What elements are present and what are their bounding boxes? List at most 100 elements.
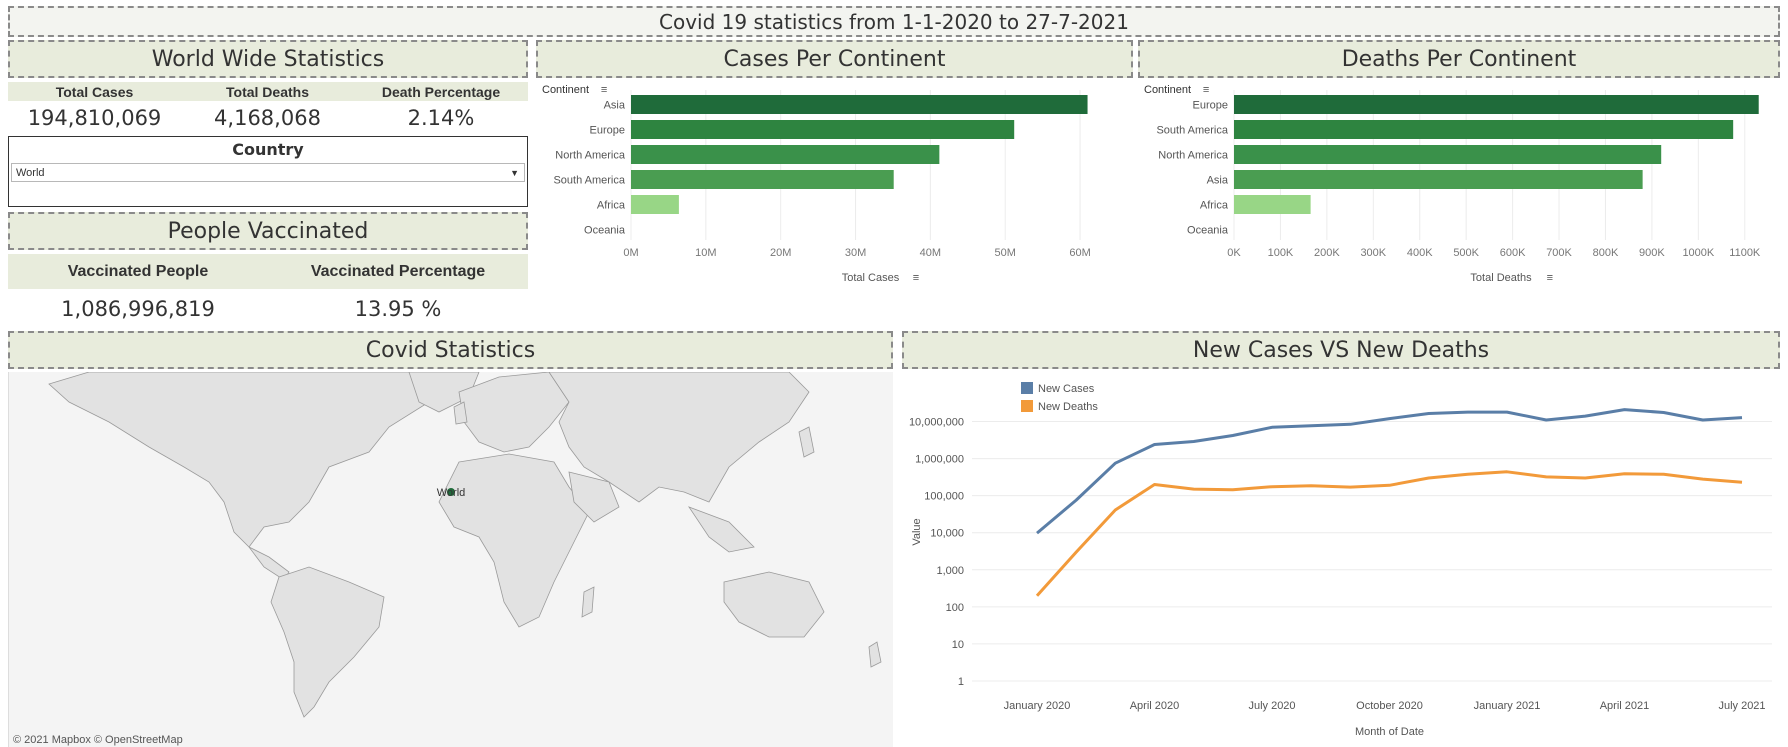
cases-x-tick-label: 20M — [770, 247, 791, 259]
world-stats-value-row: 194,810,069 4,168,068 2.14% — [8, 103, 528, 133]
deaths-x-tick-label: 900K — [1639, 247, 1665, 259]
deaths-category-label: Asia — [1207, 175, 1229, 187]
y-tick-label: 100,000 — [924, 491, 964, 503]
sort-icon[interactable]: ≡ — [601, 84, 607, 96]
cases-bar-africa[interactable] — [631, 195, 679, 214]
greenland-shape — [408, 372, 480, 413]
sort-icon[interactable]: ≡ — [1547, 272, 1553, 284]
x-tick-label: April 2020 — [1130, 700, 1180, 712]
deaths-category-label: Europe — [1193, 100, 1228, 112]
deaths-x-tick-label: 0K — [1227, 247, 1241, 259]
deaths-category-label: South America — [1156, 125, 1228, 137]
deaths-bar-africa[interactable] — [1234, 195, 1311, 214]
covid-statistics-title: Covid Statistics — [8, 331, 893, 369]
series-line-new-deaths[interactable] — [1035, 470, 1743, 597]
cases-x-tick-label: 0M — [623, 247, 638, 259]
deaths-x-tick-label: 200K — [1314, 247, 1340, 259]
world-marker[interactable] — [447, 488, 455, 496]
y-tick-label: 10,000,000 — [909, 417, 964, 429]
cases-bar-north-america[interactable] — [631, 145, 940, 164]
country-select[interactable]: World ▼ — [11, 163, 525, 182]
cases-bar-south-america[interactable] — [631, 170, 894, 189]
new-cases-vs-deaths-chart: New Cases New Deaths 1 10 100 1,000 10,000 100,… — [909, 382, 1772, 738]
deaths-x-tick-label: 100K — [1268, 247, 1294, 259]
y-tick-label: 10,000 — [930, 528, 964, 540]
total-deaths-value: 4,168,068 — [214, 106, 321, 130]
legend-new-deaths-swatch — [1021, 400, 1033, 412]
x-tick-label: January 2020 — [1004, 700, 1071, 712]
legend-new-cases-swatch — [1021, 382, 1033, 394]
uk-shape — [453, 401, 468, 425]
vaccinated-percentage-header: Vaccinated Percentage — [310, 262, 486, 280]
south-america-shape — [270, 566, 385, 718]
world-map[interactable]: World © 2021 Mapbox © OpenStreetMap — [8, 372, 893, 747]
x-tick-label: July 2020 — [1248, 700, 1295, 712]
total-cases-value: 194,810,069 — [27, 106, 162, 130]
map-attribution: © 2021 Mapbox © OpenStreetMap — [13, 734, 183, 746]
world-stats-header-row: Total Cases Total Deaths Death Percentag… — [8, 82, 528, 101]
total-deaths-header: Total Deaths — [226, 83, 309, 100]
x-tick-label: April 2021 — [1600, 700, 1650, 712]
asia-shape — [548, 372, 810, 503]
y-tick-label: 1 — [958, 676, 964, 688]
deaths-bar-europe[interactable] — [1234, 95, 1759, 114]
cases-x-tick-label: 10M — [695, 247, 716, 259]
deaths-category-label: North America — [1158, 150, 1229, 162]
cases-category-label: Asia — [604, 100, 626, 112]
people-vaccinated-title: People Vaccinated — [8, 212, 528, 250]
cases-x-tick-label: 30M — [845, 247, 866, 259]
country-filter: Country World ▼ — [8, 136, 528, 207]
cases-per-continent-title: Cases Per Continent — [536, 40, 1133, 78]
cases-category-label: North America — [555, 150, 626, 162]
deaths-x-tick-label: 300K — [1360, 247, 1386, 259]
deaths-category-label: Oceania — [1187, 225, 1229, 237]
world-stats-title: World Wide Statistics — [8, 40, 528, 78]
cases-continent-axis-label: Continent — [542, 84, 589, 96]
cases-category-label: Africa — [597, 200, 626, 212]
dashboard-title: Covid 19 statistics from 1-1-2020 to 27-… — [8, 6, 1780, 37]
x-tick-label: October 2020 — [1356, 700, 1423, 712]
cases-category-label: Europe — [590, 125, 625, 137]
world-marker-label: World — [437, 487, 466, 499]
japan-shape — [798, 426, 815, 458]
cases-x-tick-label: 50M — [995, 247, 1016, 259]
madagascar-shape — [581, 586, 595, 618]
death-percentage-value: 2.14% — [407, 106, 475, 130]
deaths-bar-asia[interactable] — [1234, 170, 1643, 189]
cases-x-axis-title: Total Cases — [842, 272, 900, 284]
y-tick-label: 1,000,000 — [915, 454, 964, 466]
series-line-new-cases[interactable] — [1036, 408, 1743, 535]
cases-bar-europe[interactable] — [631, 120, 1015, 139]
dropdown-arrow-icon[interactable]: ▼ — [510, 168, 519, 178]
x-tick-label: January 2021 — [1474, 700, 1541, 712]
x-tick-label: July 2021 — [1718, 700, 1765, 712]
cases-category-label: Oceania — [584, 225, 626, 237]
deaths-bar-north-america[interactable] — [1234, 145, 1662, 164]
deaths-x-tick-label: 1000K — [1682, 247, 1714, 259]
southeast-asia-shape — [687, 506, 755, 553]
y-tick-label: 10 — [952, 639, 964, 651]
africa-shape — [438, 453, 590, 628]
deaths-category-label: Africa — [1200, 200, 1229, 212]
cases-bar-asia[interactable] — [631, 95, 1088, 114]
arabia-shape — [568, 471, 620, 523]
deaths-x-tick-label: 600K — [1500, 247, 1526, 259]
vaccinated-percentage-value: 13.95 % — [354, 297, 442, 321]
deaths-x-tick-label: 1100K — [1729, 247, 1761, 259]
deaths-x-tick-label: 800K — [1593, 247, 1619, 259]
total-cases-header: Total Cases — [55, 83, 134, 100]
deaths-per-continent-chart: Continent ≡ 0K 100K 200K 300K 400K 500K 600K 700K… — [1144, 84, 1761, 284]
legend-new-cases-label: New Cases — [1038, 383, 1095, 395]
deaths-bar-south-america[interactable] — [1234, 120, 1734, 139]
sort-icon[interactable]: ≡ — [913, 272, 919, 284]
vaccinated-header-row: Vaccinated People Vaccinated Percentage — [8, 254, 528, 289]
new-cases-vs-deaths-title: New Cases VS New Deaths — [902, 331, 1780, 369]
cases-x-tick-label: 40M — [920, 247, 941, 259]
deaths-x-axis-title: Total Deaths — [1470, 272, 1532, 284]
vaccinated-people-value: 1,086,996,819 — [61, 297, 215, 321]
death-percentage-header: Death Percentage — [381, 83, 501, 100]
country-select-value: World — [16, 167, 45, 179]
y-tick-label: 1,000 — [936, 565, 964, 577]
y-axis-title: Value — [911, 518, 923, 545]
sort-icon[interactable]: ≡ — [1203, 84, 1209, 96]
